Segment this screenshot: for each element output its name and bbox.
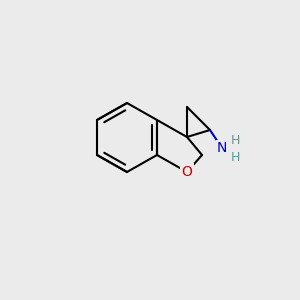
Text: H: H xyxy=(230,134,240,146)
Text: O: O xyxy=(182,165,192,179)
Text: N: N xyxy=(217,141,227,155)
Text: H: H xyxy=(230,152,240,164)
